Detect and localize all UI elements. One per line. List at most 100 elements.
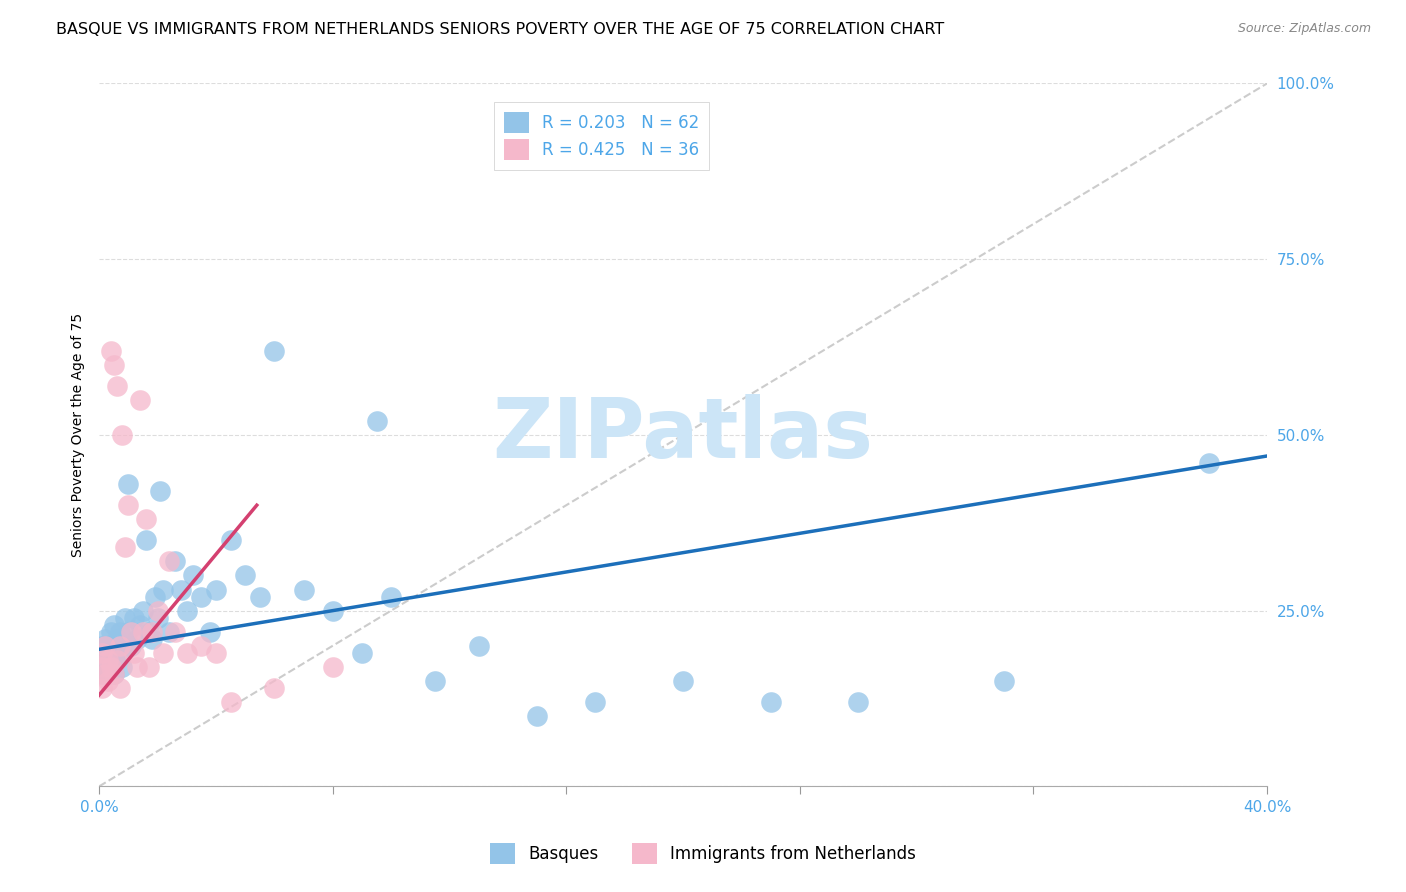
Point <box>120 624 142 639</box>
Point <box>205 646 228 660</box>
Point <box>127 660 149 674</box>
Point <box>146 604 169 618</box>
Point <box>100 660 122 674</box>
Point <box>759 695 782 709</box>
Point <box>114 541 136 555</box>
Point <box>117 624 139 639</box>
Text: Source: ZipAtlas.com: Source: ZipAtlas.com <box>1237 22 1371 36</box>
Point <box>157 554 180 568</box>
Point <box>350 646 373 660</box>
Point <box>120 639 142 653</box>
Point <box>526 709 548 723</box>
Point <box>91 666 114 681</box>
Point <box>91 646 114 660</box>
Point <box>993 673 1015 688</box>
Point <box>100 660 122 674</box>
Point <box>322 604 344 618</box>
Point <box>94 632 117 646</box>
Point <box>263 681 285 695</box>
Point <box>97 639 120 653</box>
Point <box>198 624 221 639</box>
Point <box>117 477 139 491</box>
Point <box>122 646 145 660</box>
Point <box>423 673 446 688</box>
Point <box>105 653 128 667</box>
Point <box>141 632 163 646</box>
Point <box>129 392 152 407</box>
Point <box>97 666 120 681</box>
Point <box>108 681 131 695</box>
Point <box>181 568 204 582</box>
Point <box>170 582 193 597</box>
Point <box>219 533 242 548</box>
Point <box>91 639 114 653</box>
Point <box>91 660 114 674</box>
Point <box>114 610 136 624</box>
Point <box>380 590 402 604</box>
Point <box>152 582 174 597</box>
Point <box>122 610 145 624</box>
Point <box>146 610 169 624</box>
Point <box>149 484 172 499</box>
Point <box>111 646 134 660</box>
Point <box>114 639 136 653</box>
Point <box>108 624 131 639</box>
Point <box>249 590 271 604</box>
Point <box>127 632 149 646</box>
Point <box>190 639 212 653</box>
Point <box>97 673 120 688</box>
Point <box>97 653 120 667</box>
Point <box>132 604 155 618</box>
Point <box>219 695 242 709</box>
Point <box>176 646 198 660</box>
Point <box>94 646 117 660</box>
Point <box>205 582 228 597</box>
Point <box>176 604 198 618</box>
Point <box>292 582 315 597</box>
Point <box>94 639 117 653</box>
Point <box>152 646 174 660</box>
Legend: R = 0.203   N = 62, R = 0.425   N = 36: R = 0.203 N = 62, R = 0.425 N = 36 <box>494 103 709 169</box>
Point <box>143 590 166 604</box>
Point <box>108 639 131 653</box>
Point <box>108 639 131 653</box>
Point <box>1198 456 1220 470</box>
Point <box>141 624 163 639</box>
Point <box>135 533 157 548</box>
Y-axis label: Seniors Poverty Over the Age of 75: Seniors Poverty Over the Age of 75 <box>72 313 86 557</box>
Point <box>103 666 125 681</box>
Point <box>138 624 160 639</box>
Point <box>105 632 128 646</box>
Point <box>846 695 869 709</box>
Point <box>672 673 695 688</box>
Point <box>157 624 180 639</box>
Point <box>100 343 122 358</box>
Point <box>103 666 125 681</box>
Point <box>117 498 139 512</box>
Point <box>91 681 114 695</box>
Text: BASQUE VS IMMIGRANTS FROM NETHERLANDS SENIORS POVERTY OVER THE AGE OF 75 CORRELA: BASQUE VS IMMIGRANTS FROM NETHERLANDS SE… <box>56 22 945 37</box>
Point <box>111 428 134 442</box>
Point <box>233 568 256 582</box>
Point <box>132 624 155 639</box>
Point <box>138 660 160 674</box>
Point <box>135 512 157 526</box>
Point <box>97 653 120 667</box>
Point <box>105 653 128 667</box>
Text: ZIPatlas: ZIPatlas <box>492 394 873 475</box>
Point <box>467 639 489 653</box>
Point <box>163 624 186 639</box>
Point <box>94 660 117 674</box>
Point <box>94 666 117 681</box>
Point <box>129 617 152 632</box>
Point <box>91 653 114 667</box>
Point <box>103 646 125 660</box>
Point <box>100 624 122 639</box>
Point <box>263 343 285 358</box>
Point <box>163 554 186 568</box>
Point <box>103 358 125 372</box>
Point <box>366 414 388 428</box>
Point <box>105 378 128 392</box>
Legend: Basques, Immigrants from Netherlands: Basques, Immigrants from Netherlands <box>484 837 922 871</box>
Point <box>322 660 344 674</box>
